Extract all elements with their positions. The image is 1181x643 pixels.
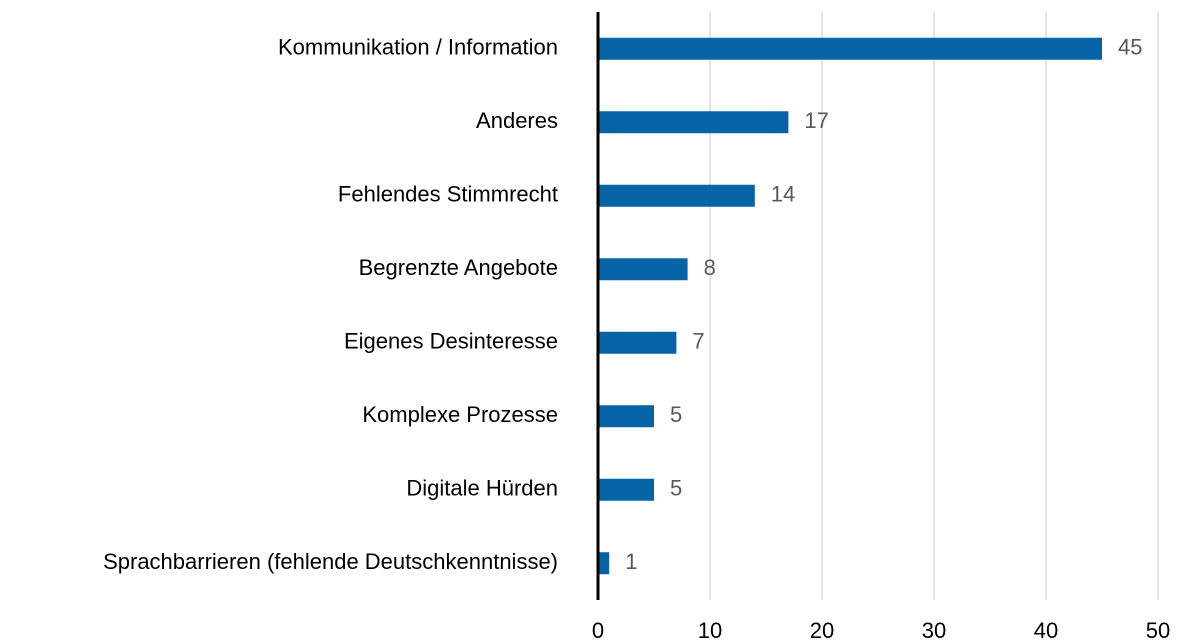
y-tick-label: Eigenes Desinteresse — [344, 329, 558, 354]
data-label: 17 — [804, 108, 828, 133]
bar — [598, 552, 610, 575]
bar — [598, 111, 789, 134]
data-label: 8 — [704, 255, 716, 280]
data-label: 5 — [670, 476, 682, 501]
y-tick-label: Begrenzte Angebote — [359, 255, 558, 280]
x-tick-label: 50 — [1146, 618, 1170, 643]
y-tick-label: Komplexe Prozesse — [362, 402, 558, 427]
x-tick-label: 30 — [922, 618, 946, 643]
y-tick-label: Kommunikation / Information — [278, 35, 558, 60]
y-tick-label: Sprachbarrieren (fehlende Deutschkenntni… — [103, 549, 558, 574]
bar — [598, 184, 755, 207]
data-label: 45 — [1118, 35, 1142, 60]
y-tick-label: Digitale Hürden — [406, 476, 558, 501]
bar — [598, 37, 1102, 60]
x-tick-label: 20 — [810, 618, 834, 643]
data-label: 1 — [625, 549, 637, 574]
data-label: 14 — [771, 182, 795, 207]
bar — [598, 478, 654, 501]
x-tick-label: 40 — [1034, 618, 1058, 643]
y-tick-label: Fehlendes Stimmrecht — [338, 182, 558, 207]
bar — [598, 405, 654, 428]
data-label: 7 — [692, 329, 704, 354]
x-tick-label: 0 — [592, 618, 604, 643]
bar — [598, 331, 677, 354]
data-label: 5 — [670, 402, 682, 427]
y-tick-label: Anderes — [476, 108, 558, 133]
x-tick-label: 10 — [698, 618, 722, 643]
bar — [598, 258, 688, 281]
